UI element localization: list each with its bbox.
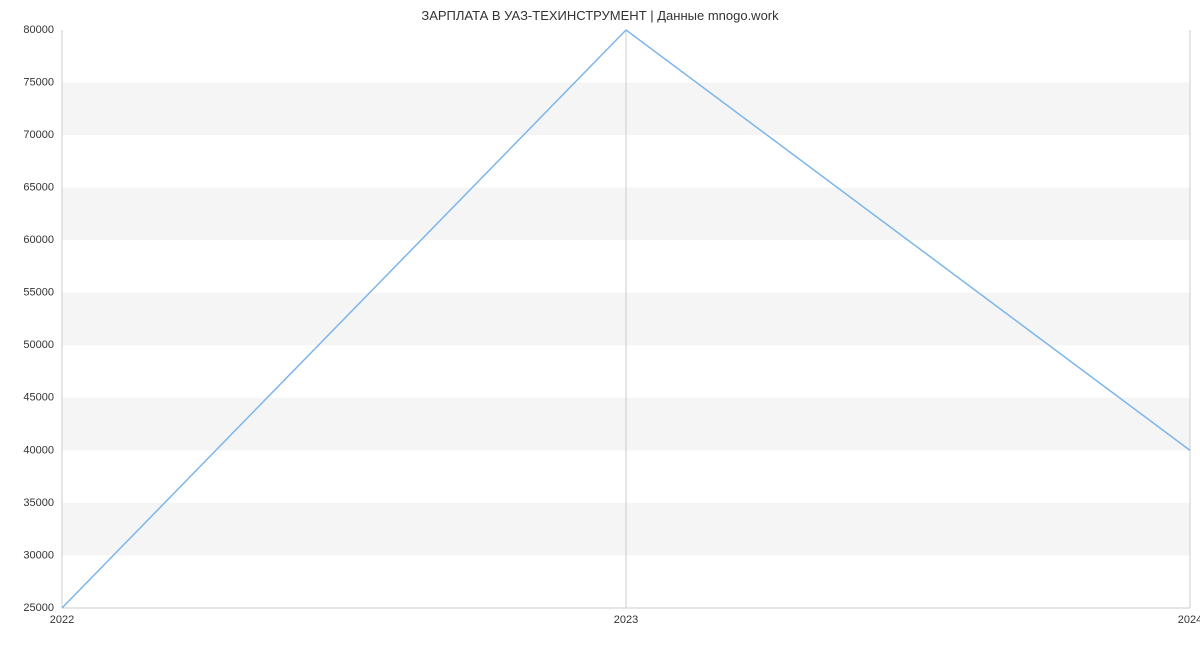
x-tick-label: 2024 [1178,614,1200,626]
chart-svg: 25000 30000 35000 40000 45000 50000 55000 60000… [0,0,1200,650]
y-tick-label: 50000 [23,339,54,351]
y-tick-label: 25000 [23,602,54,614]
x-tick-label: 2022 [50,614,74,626]
y-tick-label: 75000 [23,76,54,88]
x-tick-label: 2023 [614,614,638,626]
y-tick-label: 45000 [23,392,54,404]
y-tick-label: 35000 [23,497,54,509]
line-chart: ЗАРПЛАТА В УАЗ-ТЕХИНСТРУМЕНТ | Данные mn… [0,0,1200,650]
y-tick-label: 80000 [23,24,54,36]
y-tick-label: 55000 [23,287,54,299]
y-tick-label: 40000 [23,444,54,456]
y-tick-label: 70000 [23,129,54,141]
y-tick-label: 30000 [23,549,54,561]
y-tick-label: 60000 [23,234,54,246]
y-tick-label: 65000 [23,182,54,194]
